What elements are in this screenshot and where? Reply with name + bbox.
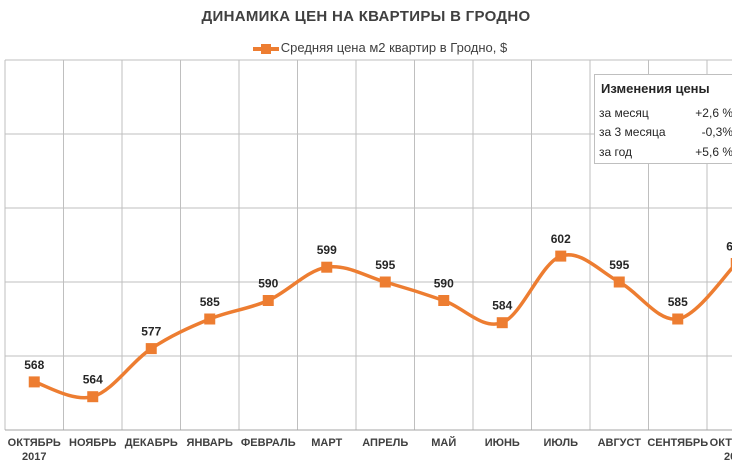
chart-title: ДИНАМИКА ЦЕН НА КВАРТИРЫ В ГРОДНО (201, 8, 531, 25)
legend: Средняя цена м2 квартир в Гродно, $ (0, 40, 732, 55)
price-change-box: Изменения цены за месяц +2,6 % за 3 меся… (594, 74, 732, 164)
x-tick-label: МАЙ (431, 436, 456, 449)
info-label: за год (599, 145, 633, 159)
x-tick-label: СЕНТЯБРЬ (647, 437, 708, 449)
x-tick-label: ФЕВРАЛЬ (241, 437, 296, 449)
x-year-label: 2018 (724, 451, 732, 463)
data-point (145, 343, 157, 355)
data-label: 590 (258, 277, 278, 291)
data-point (555, 250, 567, 262)
series-line (33, 253, 732, 400)
x-tick-label: ЯНВАРЬ (187, 437, 234, 449)
data-label: 585 (668, 295, 688, 309)
legend-label: Средняя цена м2 квартир в Гродно, $ (280, 40, 508, 55)
data-label: 568 (24, 358, 44, 372)
x-year-label: 2017 (22, 451, 46, 463)
data-point (496, 317, 508, 329)
data-label: 595 (375, 258, 395, 272)
x-tick-label: АПРЕЛЬ (362, 437, 408, 449)
info-value: -0,3% (701, 125, 732, 139)
data-label: 595 (609, 258, 629, 272)
price-change-title: Изменения цены (601, 81, 710, 96)
info-label: за 3 месяца (599, 125, 666, 139)
data-label: 602 (551, 232, 571, 246)
data-label: 599 (317, 243, 337, 257)
data-label: 564 (83, 373, 103, 387)
data-point (28, 376, 40, 388)
x-tick-label: ОКТЯБРЬ (8, 437, 61, 449)
data-label: 584 (492, 299, 512, 313)
data-point (730, 258, 732, 269)
data-label: 585 (200, 295, 220, 309)
data-point (87, 391, 99, 403)
legend-swatch (252, 43, 279, 54)
x-tick-label: ДЕКАБРЬ (125, 437, 178, 449)
data-label: 600 (726, 240, 732, 254)
x-tick-label: ИЮНЬ (485, 437, 520, 449)
x-tick-label: АВГУСТ (598, 437, 642, 449)
info-value: +2,6 % (695, 106, 732, 120)
data-point (204, 313, 216, 325)
data-label: 577 (141, 325, 161, 339)
x-tick-label: МАРТ (311, 437, 342, 449)
x-tick-label: ИЮЛЬ (544, 437, 579, 449)
info-value: +5,6 % (695, 145, 732, 159)
data-point (262, 295, 274, 306)
info-label: за месяц (599, 106, 649, 120)
data-point (379, 276, 391, 288)
data-point (321, 261, 333, 273)
data-label: 590 (434, 277, 454, 291)
data-point (438, 295, 450, 306)
data-point (613, 276, 625, 288)
data-point (672, 313, 684, 325)
x-tick-label: ОКТЯБРЬ (710, 437, 732, 449)
x-tick-label: НОЯБРЬ (69, 437, 117, 449)
